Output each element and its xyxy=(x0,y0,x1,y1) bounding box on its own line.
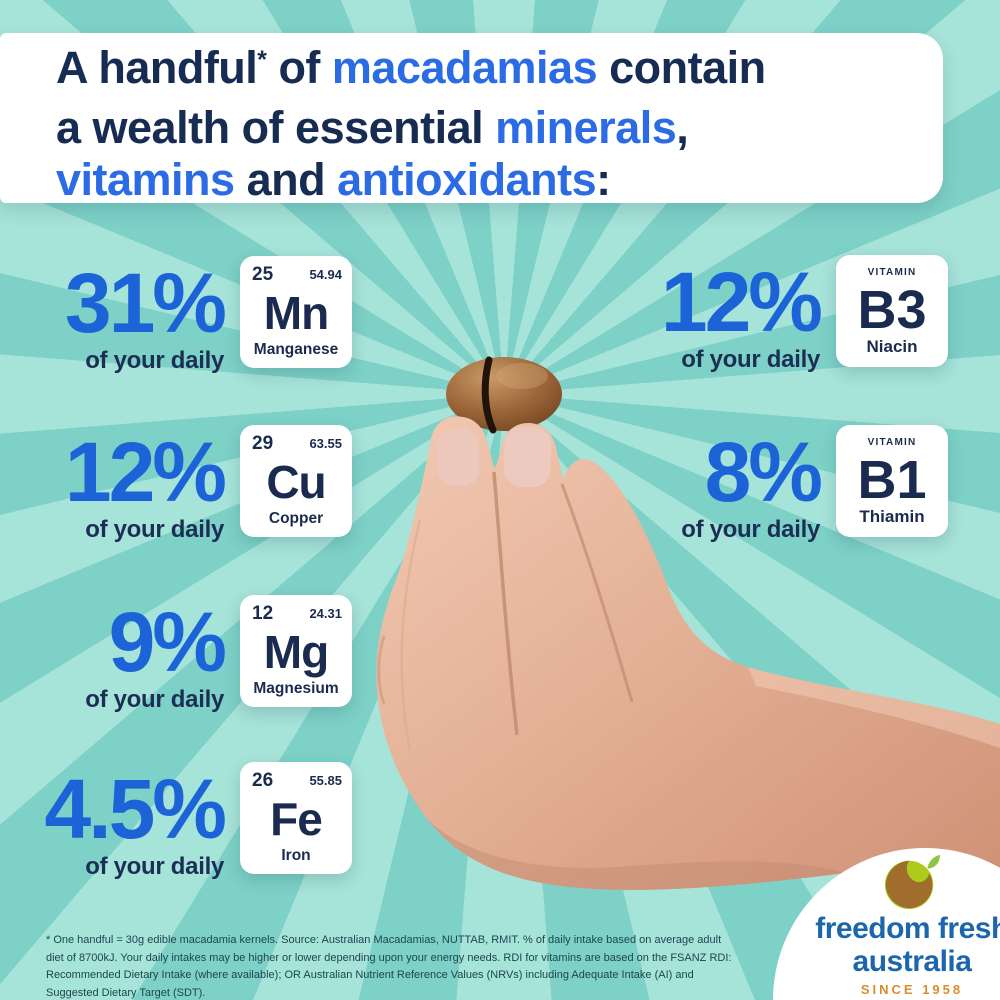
headline-line-1: A handful* of macadamias contain xyxy=(56,42,766,93)
element-name: Manganese xyxy=(253,341,339,358)
percent-value: 8% xyxy=(704,425,823,519)
headline-text: A handful* of macadamias contain a wealt… xyxy=(0,33,943,206)
nutrient-row-manganese: 31% of your daily 25 54.94 Mn Manganese xyxy=(36,256,352,374)
daily-label: of your daily xyxy=(681,345,820,373)
atomic-mass: 63.55 xyxy=(309,436,342,451)
percent-value: 9% xyxy=(108,595,227,689)
atomic-number: 26 xyxy=(252,770,274,791)
element-card-copper: 29 63.55 Cu Copper xyxy=(240,425,352,537)
vitamin-card-b3: VITAMIN B3 Niacin xyxy=(836,255,948,367)
vitamin-card-b1: VITAMIN B1 Thiamin xyxy=(836,425,948,537)
nutrient-row-niacin: 12% of your daily VITAMIN B3 Niacin xyxy=(632,255,948,373)
element-symbol: Mn xyxy=(263,287,329,339)
vitamin-kicker: VITAMIN xyxy=(867,267,917,278)
brand-name-line1: freedom fresh xyxy=(815,912,1000,945)
element-card-magnesium: 12 24.31 Mg Magnesium xyxy=(240,595,352,707)
daily-label: of your daily xyxy=(85,852,224,880)
atomic-number: 12 xyxy=(252,603,274,624)
element-name: Iron xyxy=(281,847,311,864)
headline-line-3: vitamins and antioxidants: xyxy=(56,154,611,205)
vitamin-symbol: B3 xyxy=(857,280,927,340)
nutrient-row-thiamin: 8% of your daily VITAMIN B1 Thiamin xyxy=(632,425,948,543)
percent-value: 12% xyxy=(660,255,823,349)
atomic-mass: 24.31 xyxy=(309,606,342,621)
daily-label: of your daily xyxy=(85,346,224,374)
daily-label: of your daily xyxy=(85,685,224,713)
element-symbol: Fe xyxy=(270,793,323,845)
daily-label: of your daily xyxy=(85,515,224,543)
footnote: * One handful = 30g edible macadamia ker… xyxy=(46,934,732,999)
percent-value: 12% xyxy=(64,425,227,519)
element-symbol: Cu xyxy=(266,456,326,508)
macadamia-logo-icon xyxy=(884,854,941,910)
vitamin-name: Niacin xyxy=(866,337,918,356)
brand-logo: freedom fresh australia SINCE 1958 xyxy=(773,848,1000,1000)
percent-value: 4.5% xyxy=(44,762,227,856)
atomic-mass: 55.85 xyxy=(309,773,342,788)
element-card-iron: 26 55.85 Fe Iron xyxy=(240,762,352,874)
atomic-mass: 54.94 xyxy=(309,267,342,282)
headline-card: A handful* of macadamias contain a wealt… xyxy=(0,33,943,206)
vitamin-symbol: B1 xyxy=(857,450,927,510)
atomic-number: 29 xyxy=(252,433,274,454)
element-name: Magnesium xyxy=(253,680,339,697)
brand-name-line2: australia xyxy=(852,945,972,978)
element-card-manganese: 25 54.94 Mn Manganese xyxy=(240,256,352,368)
element-name: Copper xyxy=(268,510,324,527)
daily-label: of your daily xyxy=(681,515,820,543)
element-symbol: Mg xyxy=(263,626,329,678)
atomic-number: 25 xyxy=(252,264,274,285)
nutrient-row-magnesium: 9% of your daily 12 24.31 Mg Magnesium xyxy=(36,595,352,713)
nutrient-row-copper: 12% of your daily 29 63.55 Cu Copper xyxy=(36,425,352,543)
headline-line-2: a wealth of essential minerals, xyxy=(56,102,689,153)
footnote-asterisk: * xyxy=(257,47,267,74)
brand-since-label: SINCE 1958 xyxy=(860,982,964,997)
percent-value: 31% xyxy=(64,256,227,350)
vitamin-kicker: VITAMIN xyxy=(867,437,917,448)
vitamin-name: Thiamin xyxy=(859,507,925,526)
nutrient-row-iron: 4.5% of your daily 26 55.85 Fe Iron xyxy=(36,762,352,880)
